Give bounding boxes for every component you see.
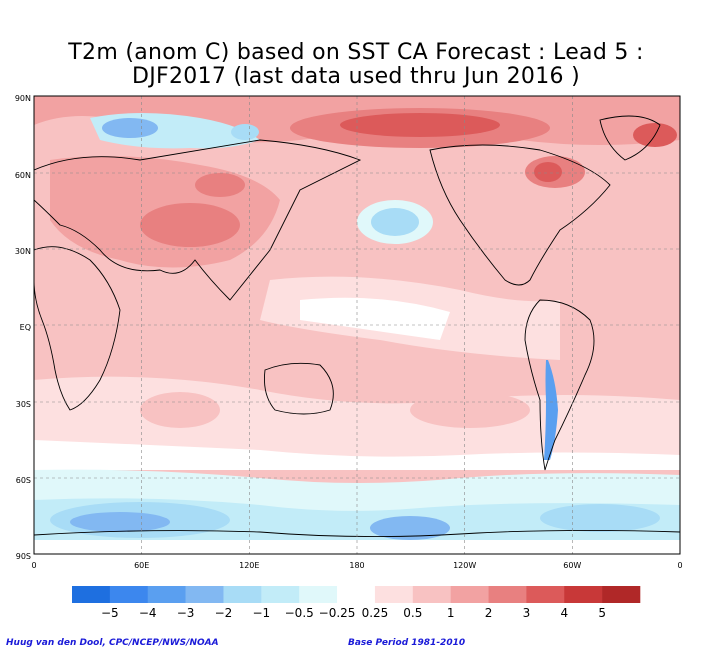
- lon-label: 120E: [239, 561, 259, 570]
- lon-label: 180: [349, 561, 364, 570]
- legend-label: 5: [598, 606, 606, 620]
- lat-label: 90S: [16, 552, 31, 561]
- legend-label: 1: [447, 606, 455, 620]
- legend-label: −1: [252, 606, 270, 620]
- lon-label: 60E: [134, 561, 149, 570]
- legend-swatch: [223, 586, 262, 603]
- footer-author: Huug van den Dool, CPC/NCEP/NWS/NOAA: [6, 638, 219, 648]
- legend-swatch: [299, 586, 338, 603]
- lat-label: 30S: [16, 400, 31, 409]
- legend-label: 0.5: [403, 606, 422, 620]
- legend-label: 4: [560, 606, 568, 620]
- footer-base-period: Base Period 1981-2010: [348, 638, 466, 648]
- lon-label: 0: [677, 561, 682, 570]
- legend-swatch: [526, 586, 565, 603]
- legend-swatch: [488, 586, 527, 603]
- legend-label: −3: [177, 606, 195, 620]
- legend-label: 3: [523, 606, 531, 620]
- lat-label: 30N: [15, 247, 31, 256]
- lat-label: 60S: [16, 476, 31, 485]
- lat-label: 90N: [15, 94, 31, 103]
- legend-swatch: [412, 586, 451, 603]
- legend-swatch: [450, 586, 489, 603]
- legend-swatch: [261, 586, 300, 603]
- color-legend: −5 −4 −3 −2 −1 −0.5 −0.25 0.25 0.5 1 2 3 4 5: [72, 586, 641, 620]
- legend-swatch: [185, 586, 224, 603]
- legend-swatch: [337, 586, 376, 603]
- legend-swatch: [147, 586, 186, 603]
- legend-swatch: [602, 586, 641, 603]
- legend-label: −0.5: [285, 606, 314, 620]
- lat-label: 60N: [15, 171, 31, 180]
- lon-label: 120W: [453, 561, 476, 570]
- legend-label: −5: [101, 606, 119, 620]
- legend-label: −2: [215, 606, 233, 620]
- legend-swatch: [72, 586, 111, 603]
- map-title-line2: DJF2017 (last data used thru Jun 2016 ): [132, 64, 580, 89]
- legend-swatch: [109, 586, 149, 603]
- legend-label: −0.25: [319, 606, 356, 620]
- legend-swatch: [374, 586, 414, 603]
- legend-swatch: [564, 586, 603, 603]
- legend-label: 2: [485, 606, 493, 620]
- anomaly-field: [34, 96, 680, 554]
- lon-label: 0: [31, 561, 36, 570]
- lon-label: 60W: [563, 561, 581, 570]
- legend-label: −4: [139, 606, 157, 620]
- map-title-line1: T2m (anom C) based on SST CA Forecast : …: [68, 40, 644, 65]
- anomaly-map: 90N 60N 30N EQ 30S 60S 90S 0 60E 120E 180 120W 60W 0…: [15, 94, 683, 620]
- lat-label: EQ: [20, 323, 31, 332]
- legend-label: 0.25: [362, 606, 389, 620]
